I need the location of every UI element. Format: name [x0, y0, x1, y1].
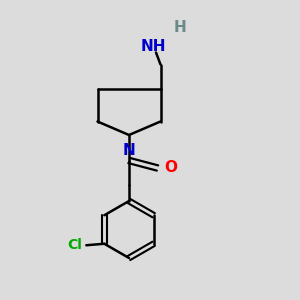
Text: N: N: [123, 143, 135, 158]
Text: H: H: [174, 20, 186, 34]
Text: O: O: [164, 160, 177, 175]
Text: Cl: Cl: [67, 238, 82, 252]
Text: NH: NH: [140, 39, 166, 54]
